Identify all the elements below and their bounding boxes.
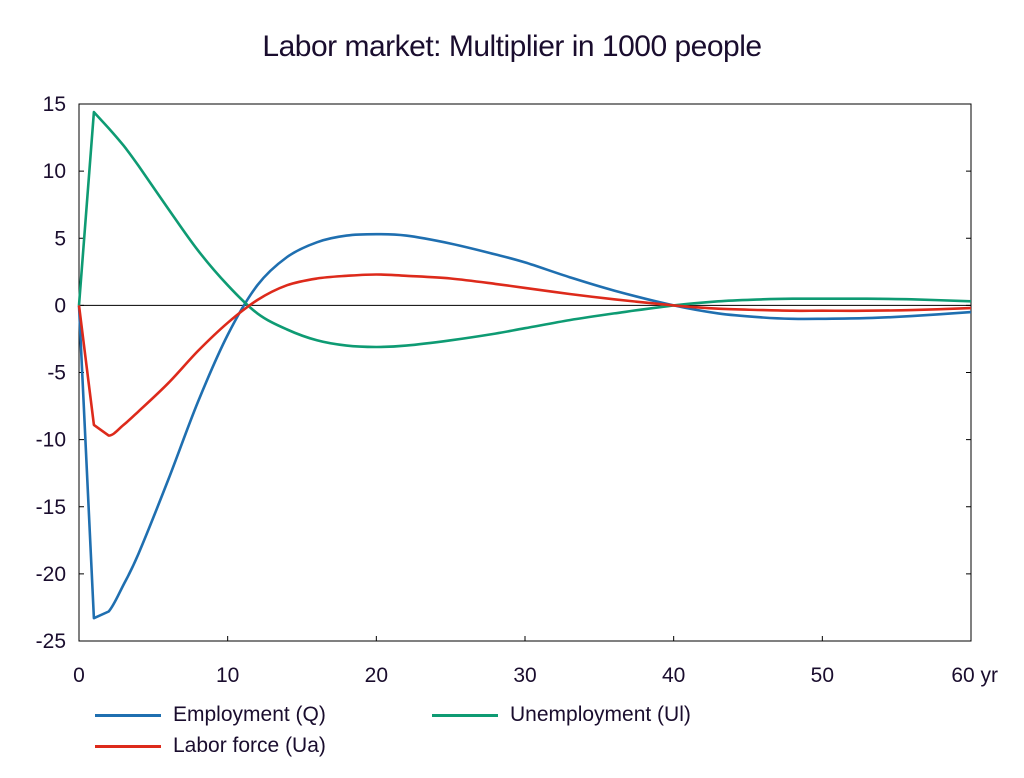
chart-title: Labor market: Multiplier in 1000 people <box>262 30 762 63</box>
x-tick-label: 40 <box>662 664 685 687</box>
y-tick-label: 5 <box>54 227 66 250</box>
x-tick-label: 0 <box>73 664 85 687</box>
series-lines <box>77 110 972 620</box>
legend-item-labor-force: Labor force (Ua) <box>95 734 326 758</box>
series-line-unemployment <box>77 110 972 349</box>
legend-label-employment: Employment (Q) <box>173 703 326 726</box>
legend-swatch-labor-force <box>95 744 161 748</box>
x-tick-label: 50 <box>811 664 834 687</box>
legend-item-unemployment: Unemployment (Ul) <box>432 703 691 727</box>
legend-swatch-employment <box>95 713 161 717</box>
y-tick-label: -15 <box>36 496 66 519</box>
series-line-employment <box>77 232 972 620</box>
y-tick-label: -5 <box>47 362 66 385</box>
y-tick-label: -10 <box>36 429 66 452</box>
legend-item-employment: Employment (Q) <box>95 703 326 727</box>
plot-frame <box>78 103 972 642</box>
legend-label-labor-force: Labor force (Ua) <box>173 734 326 757</box>
y-tick-label: 15 <box>43 93 66 116</box>
x-tick-label: 20 <box>365 664 388 687</box>
y-tick-label: -25 <box>36 630 66 653</box>
series-line-labor-force <box>77 273 972 437</box>
legend-label-unemployment: Unemployment (Ul) <box>510 703 691 726</box>
x-tick-label: 30 <box>513 664 536 687</box>
legend-swatch-unemployment <box>432 713 498 717</box>
y-tick-label: -20 <box>36 563 66 586</box>
x-tick-label: 60 yr <box>951 664 998 687</box>
x-tick-label: 10 <box>216 664 239 687</box>
y-tick-label: 10 <box>43 160 66 183</box>
y-tick-label: 0 <box>54 294 66 317</box>
axes <box>78 103 972 642</box>
